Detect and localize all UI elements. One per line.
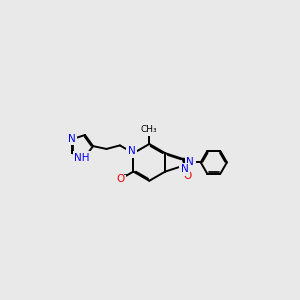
Text: O: O bbox=[116, 174, 124, 184]
Text: N: N bbox=[128, 146, 136, 156]
Text: N: N bbox=[181, 164, 188, 174]
Text: −: − bbox=[122, 169, 129, 178]
Text: O: O bbox=[183, 171, 192, 181]
Text: N: N bbox=[68, 134, 76, 143]
Text: CH₃: CH₃ bbox=[141, 125, 158, 134]
Text: N: N bbox=[186, 158, 194, 167]
Text: NH: NH bbox=[74, 153, 90, 163]
